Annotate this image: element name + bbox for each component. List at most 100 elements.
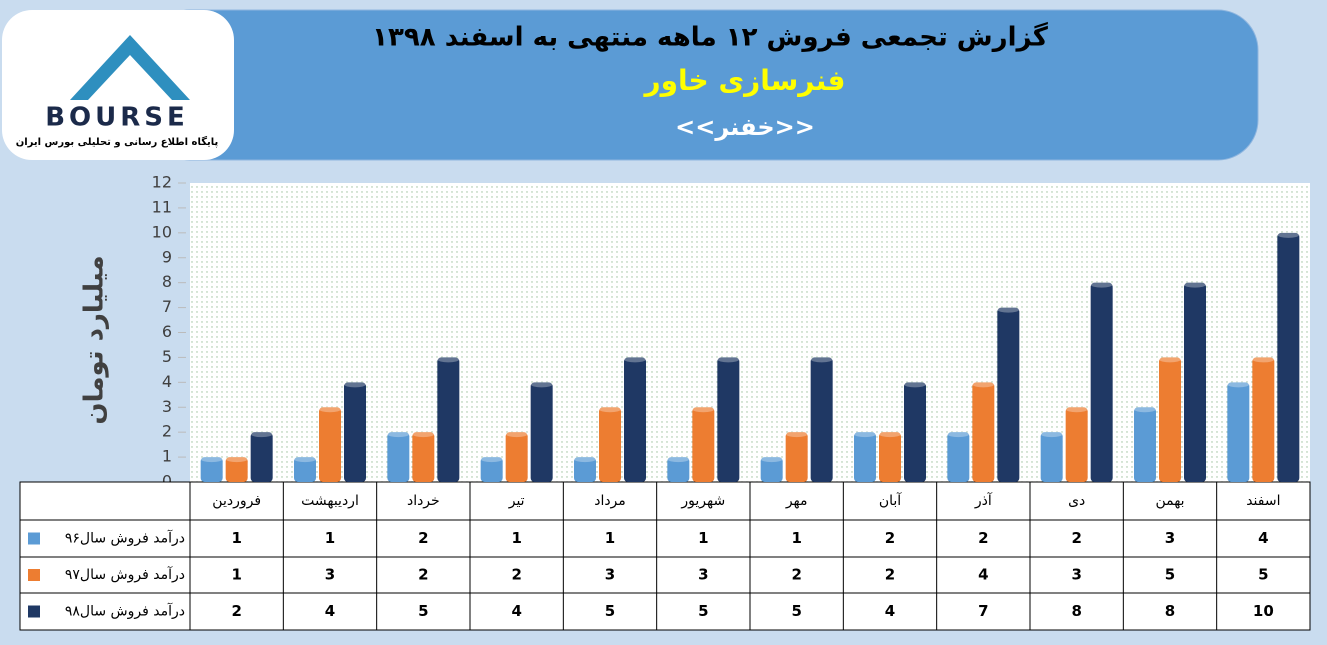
table-value: 10 (1253, 602, 1274, 620)
legend-label: درآمد فروش سال۹۶ (65, 530, 185, 547)
bar (1252, 356, 1275, 482)
bar (760, 456, 783, 482)
y-tick-label: 4 (162, 372, 172, 391)
y-axis-label: میلیارد تومان (80, 255, 110, 424)
table-value: 1 (231, 529, 241, 547)
table-value: 3 (698, 566, 708, 584)
table-value: 2 (231, 602, 241, 620)
bar (250, 431, 273, 482)
x-tick-label: خرداد (407, 493, 440, 509)
bar (1159, 356, 1181, 482)
bar (437, 356, 460, 482)
bar (319, 406, 341, 482)
bar (1065, 406, 1088, 482)
bar (624, 356, 646, 482)
x-tick-label: مهر (785, 493, 808, 509)
table-value: 4 (1258, 529, 1268, 547)
bar (1090, 281, 1113, 482)
table-value: 5 (791, 602, 801, 620)
plot-area (190, 183, 1310, 482)
table-value: 7 (978, 602, 988, 620)
bar (997, 306, 1020, 482)
bar (225, 456, 248, 482)
x-tick-label: دی (1068, 493, 1085, 509)
bar (505, 431, 528, 482)
x-tick-label: آبان (879, 492, 902, 509)
x-tick-label: آذر (974, 492, 993, 509)
legend-swatch (28, 569, 40, 581)
table-value: 5 (605, 602, 615, 620)
logo-tagline: پایگاه اطلاع رسانی و تحلیلی بورس ایران (16, 135, 219, 148)
logo-name: BOURSE (45, 103, 189, 133)
bar (972, 381, 995, 482)
bar (480, 456, 503, 482)
bar (344, 381, 366, 482)
bar (1184, 281, 1206, 482)
legend-label: درآمد فروش سال۹۸ (65, 603, 185, 620)
bar (810, 356, 833, 482)
bar (387, 431, 410, 482)
table-value: 3 (605, 566, 615, 584)
x-tick-label: تیر (508, 493, 525, 509)
bar (574, 456, 596, 482)
bar (667, 456, 690, 482)
y-tick-label: 7 (162, 297, 172, 316)
table-value: 3 (325, 566, 335, 584)
bar (1040, 431, 1063, 482)
table-frame (19, 481, 1311, 631)
table-value: 2 (885, 529, 895, 547)
chart-subtitle: فنرسازی خاور (643, 64, 846, 97)
bar (599, 406, 621, 482)
table-value: 4 (978, 566, 988, 584)
bar (717, 356, 740, 482)
y-tick-label: 3 (162, 397, 172, 416)
table-value: 2 (511, 566, 521, 584)
x-tick-label: بهمن (1155, 493, 1184, 509)
table-value: 4 (885, 602, 895, 620)
company-symbol: <<خفنر>> (675, 113, 815, 141)
table-value: 8 (1071, 602, 1081, 620)
bar (1227, 381, 1250, 482)
y-tick-label: 9 (162, 247, 172, 266)
y-tick-label: 1 (162, 447, 172, 466)
chart-title: گزارش تجمعی فروش ۱۲ ماهه منتهی به اسفند … (372, 22, 1049, 53)
table-value: 2 (418, 529, 428, 547)
table-value: 5 (418, 602, 428, 620)
bar (412, 431, 435, 482)
table-value: 1 (325, 529, 335, 547)
bar (785, 431, 808, 482)
x-tick-label: اسفند (1246, 493, 1280, 509)
table-value: 5 (1258, 566, 1268, 584)
bar (692, 406, 715, 482)
table-value: 4 (511, 602, 521, 620)
bar (530, 381, 553, 482)
y-tick-label: 11 (152, 197, 172, 216)
legend-swatch (28, 532, 40, 545)
y-tick-label: 12 (152, 173, 172, 192)
x-tick-label: شهریور (680, 493, 725, 509)
y-tick-label: 10 (152, 222, 172, 241)
bar (1277, 231, 1300, 482)
table-value: 1 (231, 566, 241, 584)
table-value: 2 (791, 566, 801, 584)
logo-box (2, 10, 234, 160)
bar (947, 431, 970, 482)
y-tick-label: 2 (162, 422, 172, 441)
legend-label: درآمد فروش سال۹۷ (65, 566, 185, 583)
y-tick-label: 5 (162, 347, 172, 366)
table-value: 4 (325, 602, 335, 620)
table-value: 3 (1071, 566, 1081, 584)
logo-shape (70, 35, 190, 100)
table-value: 8 (1165, 602, 1175, 620)
x-tick-label: اردیبهشت (301, 493, 359, 509)
x-tick-label: فروردین (212, 493, 261, 509)
table-value: 1 (605, 529, 615, 547)
bar (904, 381, 926, 482)
table-value: 1 (791, 529, 801, 547)
y-tick-label: 6 (162, 322, 172, 341)
bar (200, 456, 223, 482)
y-tick-label: 8 (162, 272, 172, 291)
table-value: 3 (1165, 529, 1175, 547)
